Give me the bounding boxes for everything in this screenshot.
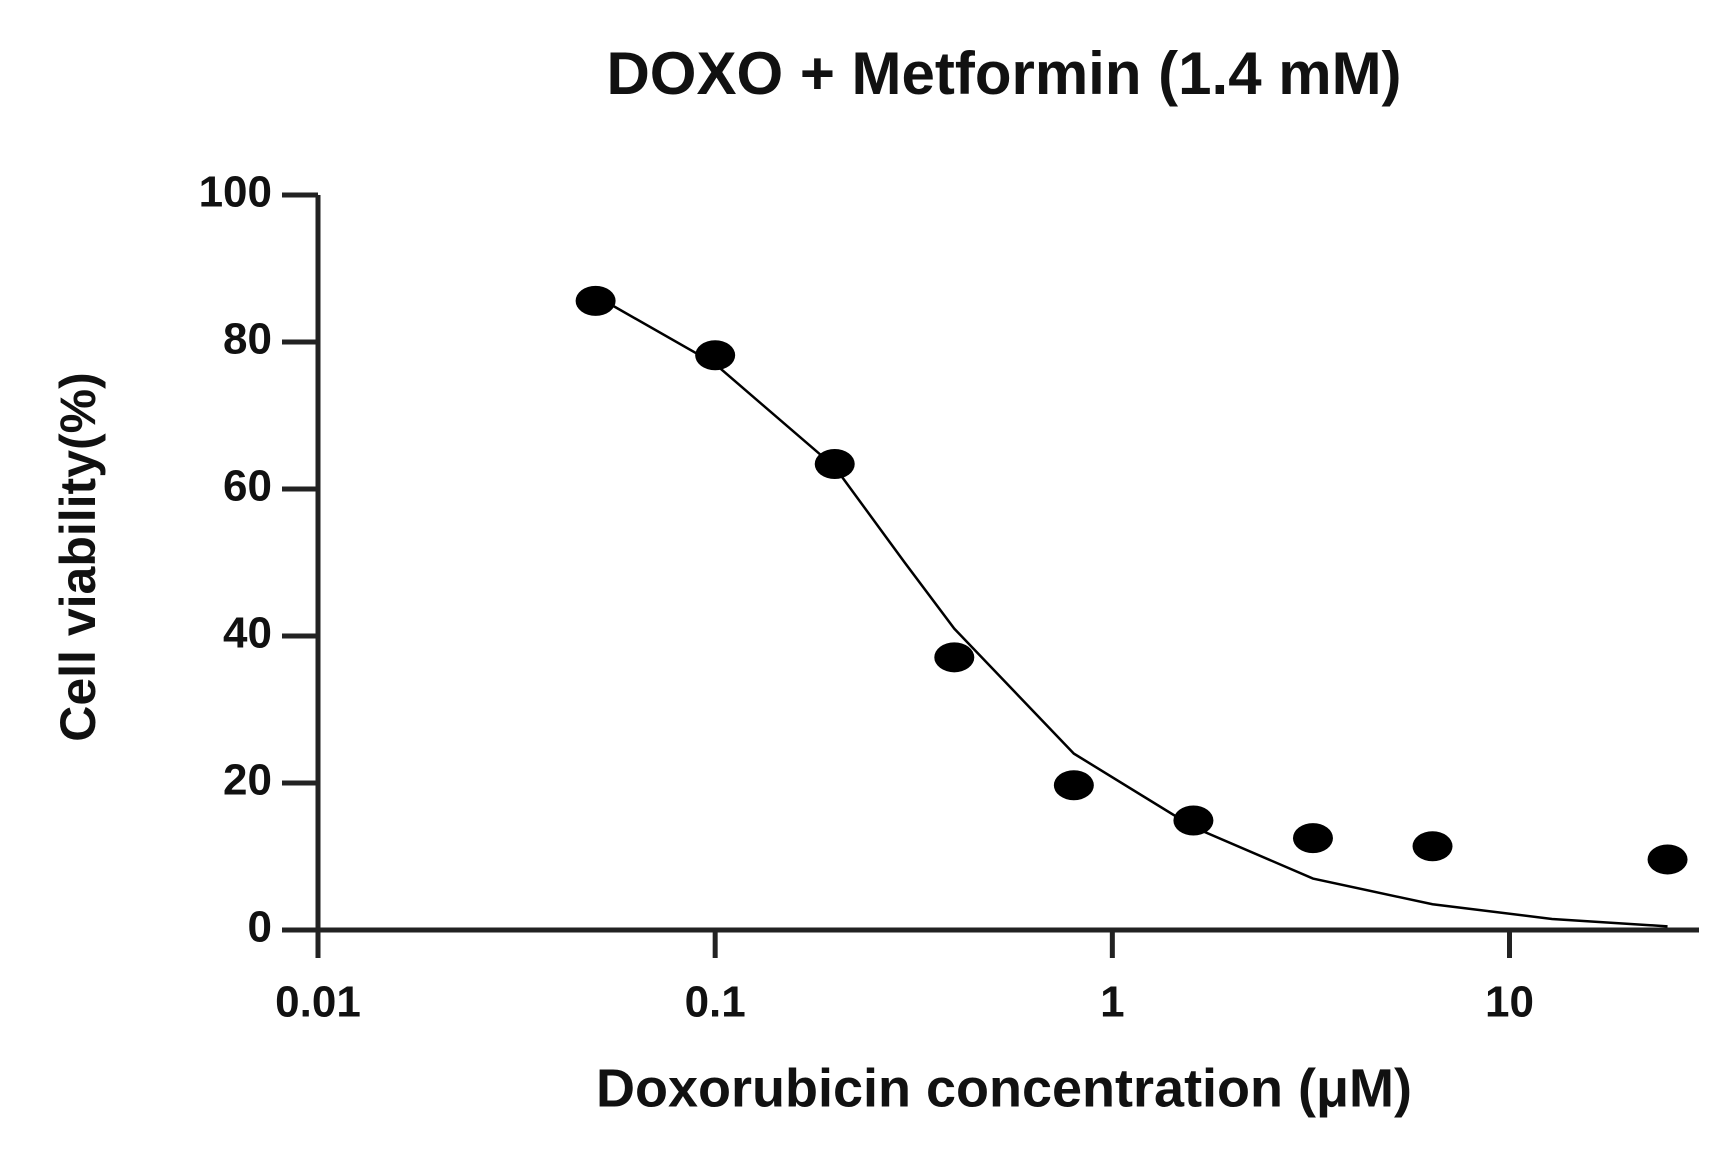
data-point — [934, 642, 975, 673]
y-tick-label: 40 — [223, 609, 272, 658]
data-point — [1292, 823, 1333, 854]
x-tick-label: 1 — [1100, 978, 1124, 1027]
data-point — [1053, 770, 1094, 801]
y-tick-label: 60 — [223, 462, 272, 511]
data-point — [695, 340, 736, 371]
data-point — [1647, 844, 1688, 875]
y-tick-label: 20 — [223, 756, 272, 805]
chart-title: DOXO + Metformin (1.4 mM) — [606, 40, 1401, 107]
y-tick-label: 100 — [199, 168, 272, 217]
y-tick-label: 80 — [223, 315, 272, 364]
x-tick-label: 0.1 — [685, 978, 746, 1027]
data-point — [575, 285, 616, 316]
x-axis-label: Doxorubicin concentration (μM) — [596, 1058, 1412, 1118]
x-tick-label: 10 — [1485, 978, 1534, 1027]
data-point — [814, 449, 855, 480]
data-point — [1412, 831, 1453, 862]
y-tick-label: 0 — [248, 903, 272, 952]
x-tick-label: 0.01 — [275, 978, 361, 1027]
fit-curve — [611, 304, 1668, 928]
data-point — [1173, 805, 1214, 836]
y-axis-label: Cell viability(%) — [50, 372, 106, 742]
